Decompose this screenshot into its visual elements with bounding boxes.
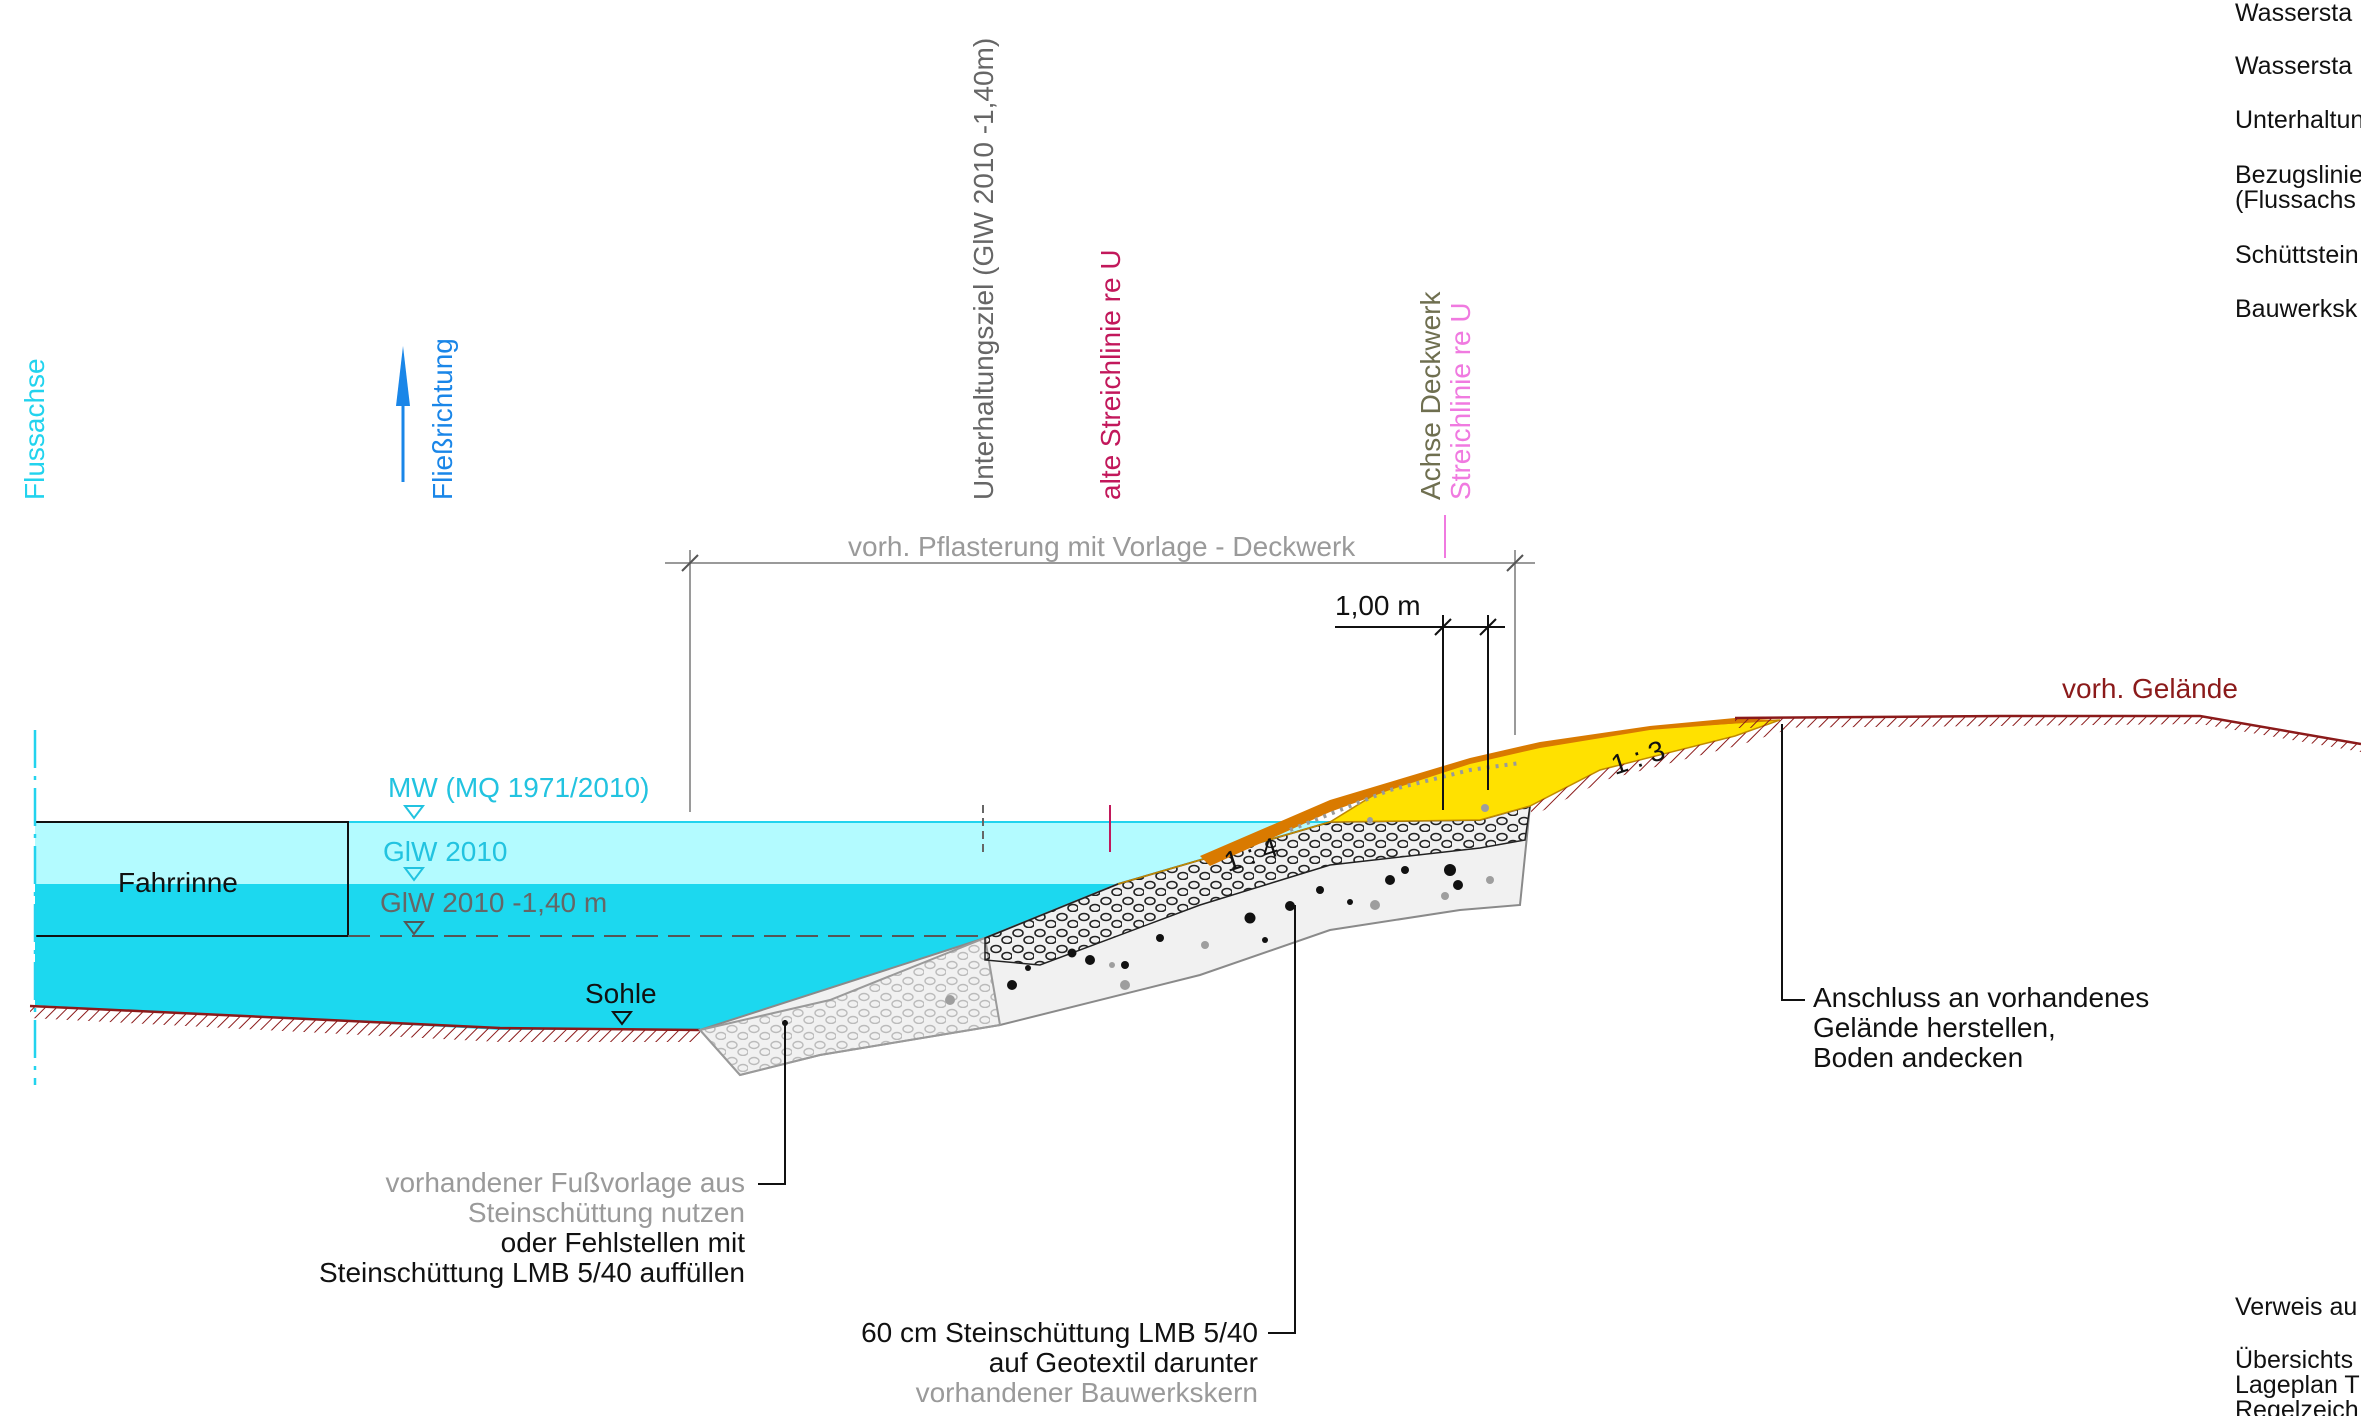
- svg-text:Bezugslinie: Bezugslinie: [2235, 161, 2361, 189]
- pflasterung-label: vorh. Pflasterung mit Vorlage - Deckwerk: [848, 531, 1356, 562]
- dimension-1m: 1,00 m: [1335, 590, 1505, 810]
- scattered-stones: [1007, 864, 1463, 990]
- svg-text:Wassersta: Wassersta: [2235, 0, 2352, 27]
- water-levels: MW (MQ 1971/2010) GlW 2010 GlW 2010 -1,4…: [380, 772, 657, 1026]
- water-lower-band: [35, 884, 1118, 1030]
- svg-text:Steinschüttung LMB 5/40 auffül: Steinschüttung LMB 5/40 auffüllen: [319, 1257, 745, 1288]
- glw-label: GlW 2010: [383, 836, 508, 867]
- embankment: [698, 718, 1786, 1077]
- svg-text:Anschluss an vorhandenes: Anschluss an vorhandenes: [1813, 982, 2149, 1013]
- svg-text:Unterhaltun: Unterhaltun: [2235, 106, 2361, 134]
- svg-text:Schüttstein: Schüttstein: [2235, 241, 2359, 269]
- mw-label: MW (MQ 1971/2010): [388, 772, 649, 803]
- svg-text:Boden andecken: Boden andecken: [1813, 1042, 2023, 1073]
- alte-streichlinie-label: alte Streichlinie re U: [1095, 249, 1126, 500]
- svg-text:Übersichts: Übersichts: [2235, 1346, 2353, 1374]
- water-upper-band: [35, 822, 1330, 884]
- fliessrichtung-label: Fließrichtung: [427, 338, 458, 500]
- sohle-marker-icon: [611, 1011, 633, 1026]
- legend-top: Wassersta Wassersta Unterhaltun Bezugsli…: [2235, 0, 2361, 323]
- svg-text:Regelzeich: Regelzeich: [2235, 1396, 2359, 1416]
- svg-text:Steinschüttung nutzen: Steinschüttung nutzen: [468, 1197, 745, 1228]
- water-body: [35, 821, 1330, 1030]
- legend-bottom: Verweis au Übersichts Lageplan T Regelze…: [2235, 1293, 2360, 1416]
- svg-text:Lageplan T: Lageplan T: [2235, 1371, 2360, 1399]
- note-steinschuettung: 60 cm Steinschüttung LMB 5/40 auf Geotex…: [861, 905, 1296, 1408]
- sohle-label: Sohle: [585, 978, 657, 1009]
- svg-text:Wassersta: Wassersta: [2235, 52, 2352, 80]
- svg-text:vorhandener Bauwerkskern: vorhandener Bauwerkskern: [916, 1377, 1258, 1408]
- svg-text:Verweis au: Verweis au: [2235, 1293, 2357, 1321]
- glw-minus-label: GlW 2010 -1,40 m: [380, 887, 607, 918]
- river-axis: Flussachse: [19, 358, 50, 1085]
- unterhaltungsziel-label: Unterhaltungsziel (GlW 2010 -1,40m): [968, 38, 999, 500]
- note-anschluss: Anschluss an vorhandenes Gelände herstel…: [1781, 724, 2149, 1073]
- flussachse-label: Flussachse: [19, 358, 50, 500]
- slope-hatch: [1530, 722, 1786, 816]
- dim-1m-label: 1,00 m: [1335, 590, 1421, 621]
- flow-direction: Fließrichtung: [396, 338, 458, 500]
- streichlinie-label: Streichlinie re U: [1445, 302, 1476, 500]
- flow-arrow-icon: [396, 346, 410, 406]
- svg-text:Bauwerksk: Bauwerksk: [2235, 295, 2358, 323]
- svg-text:(Flussachs: (Flussachs: [2235, 186, 2356, 214]
- svg-text:auf Geotextil darunter: auf Geotextil darunter: [989, 1347, 1258, 1378]
- fahrrinne-label: Fahrrinne: [118, 867, 238, 898]
- vorh-gelaende-label: vorh. Gelände: [2062, 673, 2238, 704]
- river-bed: [29, 1004, 701, 1042]
- achse-deckwerk-label: Achse Deckwerk: [1415, 290, 1446, 500]
- fahrrinne-box: Fahrrinne: [35, 821, 349, 937]
- existing-footing: [698, 936, 1002, 1077]
- svg-text:oder Fehlstellen mit: oder Fehlstellen mit: [501, 1227, 746, 1258]
- svg-text:60 cm Steinschüttung LMB 5/40: 60 cm Steinschüttung LMB 5/40: [861, 1317, 1258, 1348]
- glw-minus-marker-icon: [403, 921, 425, 936]
- pflasterung-dimension: vorh. Pflasterung mit Vorlage - Deckwerk: [665, 531, 1535, 812]
- glw-marker-icon: [403, 867, 425, 882]
- note-fussvorlage: vorhandener Fußvorlage aus Steinschüttun…: [319, 1020, 788, 1288]
- existing-terrain: vorh. Gelände: [1734, 673, 2361, 752]
- mw-marker-icon: [403, 805, 425, 820]
- svg-text:vorhandener Fußvorlage aus: vorhandener Fußvorlage aus: [385, 1167, 745, 1198]
- svg-text:Gelände herstellen,: Gelände herstellen,: [1813, 1012, 2056, 1043]
